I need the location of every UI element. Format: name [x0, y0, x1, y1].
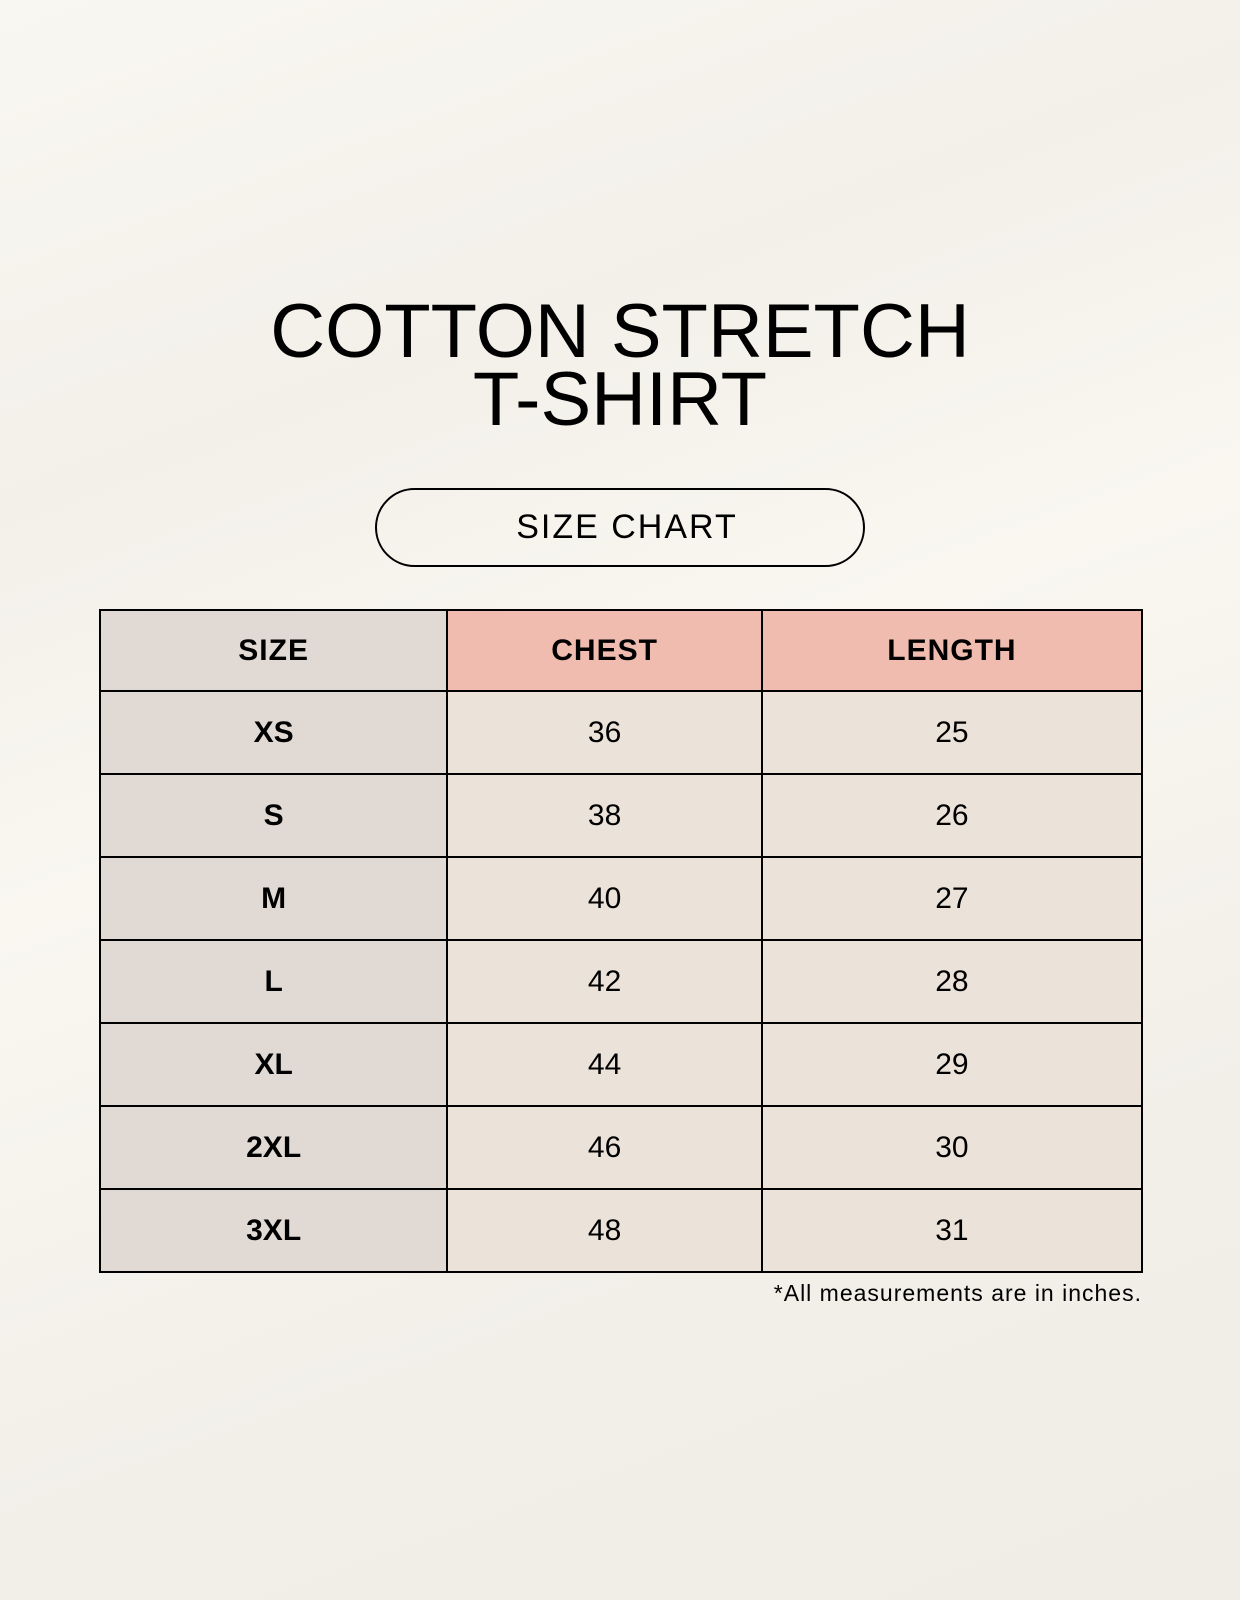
size-cell: S [98, 773, 449, 858]
length-cell: 27 [760, 856, 1144, 941]
chest-cell: 48 [446, 1188, 763, 1273]
page-title: COTTON STRETCH T-SHIRT [0, 289, 1240, 442]
chest-cell: 46 [446, 1105, 763, 1190]
table-row: XL 44 29 [98, 1022, 1144, 1107]
size-cell: XL [98, 1022, 449, 1107]
title-line-2: T-SHIRT [472, 357, 768, 442]
length-cell: 28 [760, 939, 1144, 1024]
table-row: S 38 26 [98, 773, 1144, 858]
header-chest: CHEST [446, 609, 763, 692]
table-row: 3XL 48 31 [98, 1188, 1144, 1273]
length-cell: 30 [760, 1105, 1144, 1190]
chest-cell: 40 [446, 856, 763, 941]
chest-cell: 44 [446, 1022, 763, 1107]
size-cell: L [98, 939, 449, 1024]
header-size: SIZE [98, 609, 449, 692]
size-cell: XS [98, 690, 449, 775]
footnote: *All measurements are in inches. [773, 1280, 1142, 1306]
table-row: XS 36 25 [98, 690, 1144, 775]
size-cell: 3XL [98, 1188, 449, 1273]
title-line-1: COTTON STRETCH [270, 289, 970, 374]
table-row: M 40 27 [98, 856, 1144, 941]
length-cell: 25 [760, 690, 1144, 775]
table-row: L 42 28 [98, 939, 1144, 1024]
size-chart-label: SIZE CHART [375, 488, 865, 567]
length-cell: 26 [760, 773, 1144, 858]
size-cell: 2XL [98, 1105, 449, 1190]
table-header-row: SIZE CHEST LENGTH [98, 609, 1144, 692]
table-row: 2XL 46 30 [98, 1105, 1144, 1190]
header-length: LENGTH [760, 609, 1144, 692]
length-cell: 29 [760, 1022, 1144, 1107]
chest-cell: 36 [446, 690, 763, 775]
chest-cell: 42 [446, 939, 763, 1024]
size-table: SIZE CHEST LENGTH XS 36 25 S 38 26 M 40 27 L 42 28 X… [98, 609, 1144, 1273]
size-cell: M [98, 856, 449, 941]
chest-cell: 38 [446, 773, 763, 858]
length-cell: 31 [760, 1188, 1144, 1273]
